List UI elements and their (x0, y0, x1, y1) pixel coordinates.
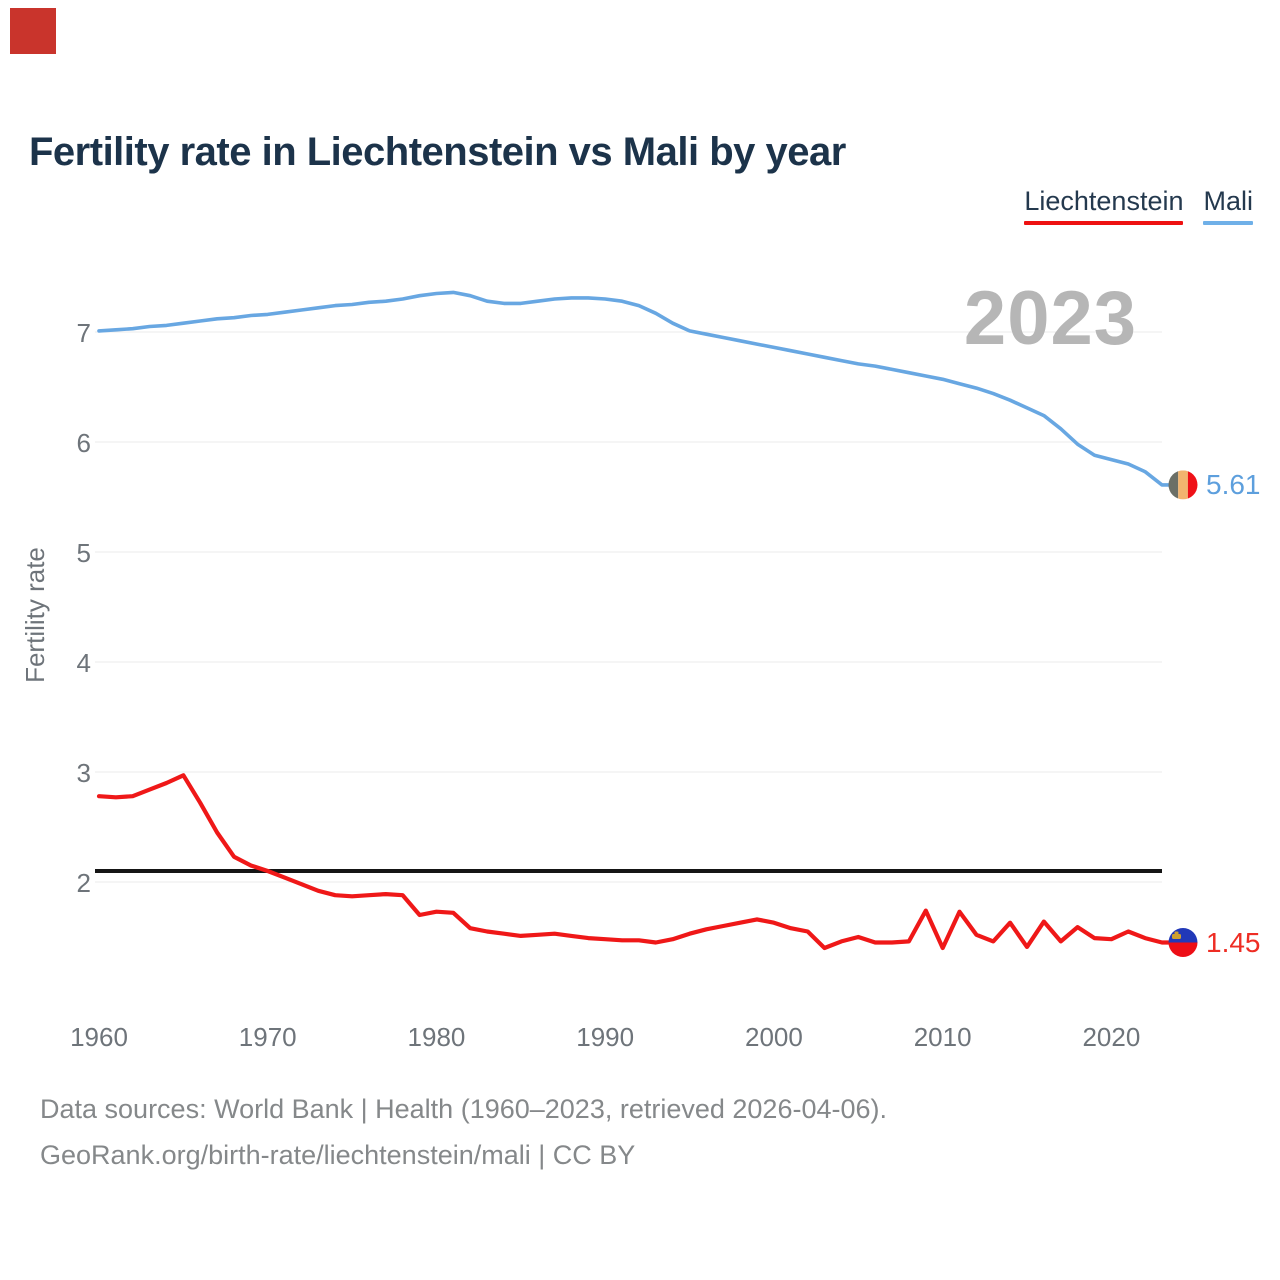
liechtenstein-flag-crown (1172, 934, 1181, 939)
red-corner-marker (10, 8, 56, 54)
footer: Data sources: World Bank | Health (1960–… (40, 1086, 887, 1178)
y-tick-label-3: 3 (77, 758, 91, 788)
grid-layer: 2 3 4 5 6 7 1960 1970 1980 1990 2000 2010 2020 (70, 318, 1162, 1052)
series-line-mali (97, 290, 1173, 487)
footer-attribution: GeoRank.org/birth-rate/liechtenstein/mal… (40, 1140, 636, 1170)
x-tick-label-1980: 1980 (408, 1022, 466, 1052)
series-layer (95, 290, 1174, 951)
y-tick-label-4: 4 (77, 648, 91, 678)
x-tick-label-2010: 2010 (914, 1022, 972, 1052)
legend-label-mali: Mali (1203, 186, 1253, 216)
series-line-liechtenstein (96, 773, 1174, 951)
liechtenstein-flag-crown-top (1174, 931, 1179, 935)
legend: Liechtenstein Mali (1024, 186, 1253, 225)
y-axis-title: Fertility rate (20, 547, 50, 683)
x-tick-label-1970: 1970 (239, 1022, 297, 1052)
liechtenstein-flag-bottom (1168, 942, 1198, 957)
y-tick-label-2: 2 (77, 868, 91, 898)
y-tick-label-6: 6 (77, 428, 91, 458)
legend-underline-liechtenstein (1024, 221, 1184, 225)
legend-label-liechtenstein: Liechtenstein (1024, 186, 1184, 216)
mali-flag-stripe-right (1187, 470, 1198, 500)
y-tick-label-7: 7 (77, 318, 91, 348)
x-tick-label-1990: 1990 (576, 1022, 634, 1052)
x-tick-label-2000: 2000 (745, 1022, 803, 1052)
legend-underline-mali (1203, 221, 1253, 225)
legend-item-mali[interactable]: Mali (1203, 186, 1253, 225)
mali-flag-marker (1168, 470, 1198, 500)
mali-flag-stripe-middle (1178, 470, 1188, 500)
legend-item-liechtenstein[interactable]: Liechtenstein (1024, 186, 1184, 225)
x-tick-label-1960: 1960 (70, 1022, 128, 1052)
watermark-year: 2023 (964, 276, 1137, 361)
mali-end-value-label: 5.61 (1206, 469, 1261, 500)
mali-flag-stripe-left (1168, 470, 1179, 500)
x-tick-label-2020: 2020 (1082, 1022, 1140, 1052)
liechtenstein-flag-marker (1168, 928, 1198, 957)
page-title: Fertility rate in Liechtenstein vs Mali … (29, 129, 846, 174)
y-tick-label-5: 5 (77, 538, 91, 568)
footer-data-sources: Data sources: World Bank | Health (1960–… (40, 1094, 887, 1124)
liechtenstein-end-value-label: 1.45 (1206, 927, 1261, 958)
